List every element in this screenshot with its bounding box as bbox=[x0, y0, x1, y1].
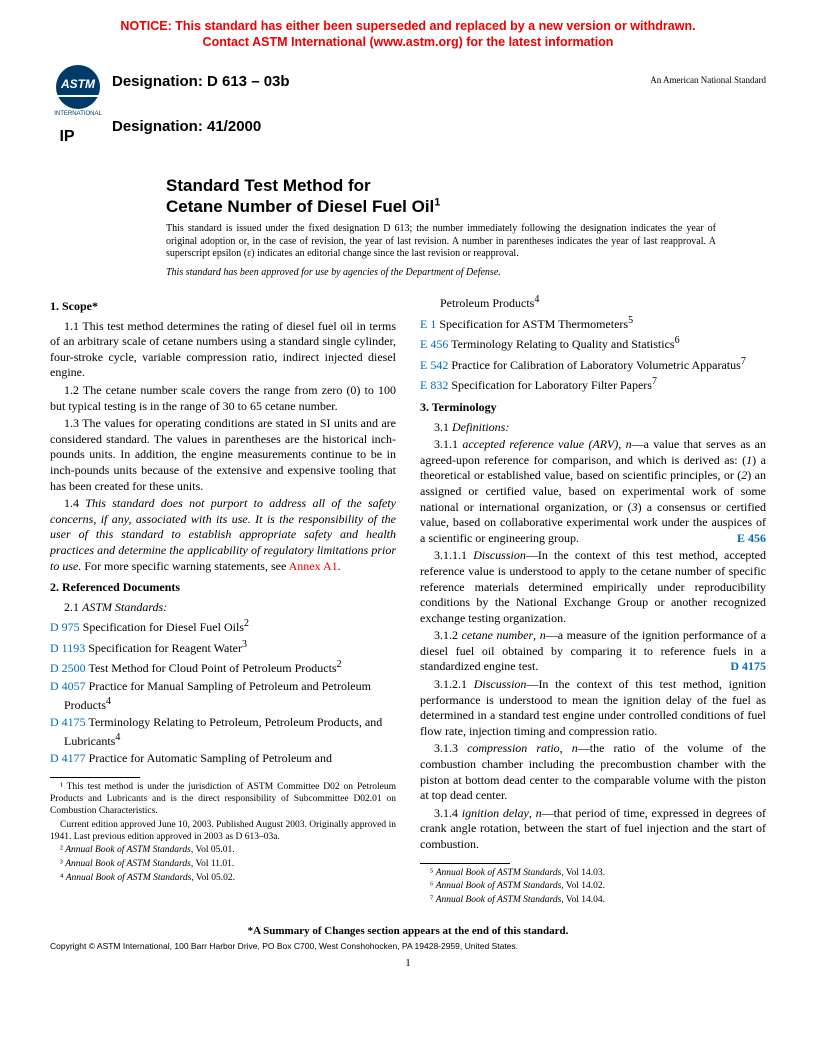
footnote: ⁷ Annual Book of ASTM Standards, Vol 14.… bbox=[420, 895, 766, 907]
astm-ref-link[interactable]: D 4057 bbox=[50, 679, 86, 693]
para-2-1: 2.1 ASTM Standards: bbox=[50, 600, 396, 616]
para-3-1: 3.1 Definitions: bbox=[420, 420, 766, 436]
copyright-line: Copyright © ASTM International, 100 Barr… bbox=[50, 941, 766, 951]
section-3-head: 3. Terminology bbox=[420, 400, 766, 416]
reference-line: D 4177 Practice for Automatic Sampling o… bbox=[50, 751, 396, 767]
astm-ref-link[interactable]: E 456 bbox=[420, 337, 448, 351]
body-columns: 1. Scope* 1.1 This test method determine… bbox=[50, 293, 766, 909]
summary-line: *A Summary of Changes section appears at… bbox=[50, 925, 766, 937]
footnote: Current edition approved June 10, 2003. … bbox=[50, 820, 396, 844]
astm-ref-link[interactable]: D 1193 bbox=[50, 641, 85, 655]
footnote: ³ Annual Book of ASTM Standards, Vol 11.… bbox=[50, 859, 396, 871]
footnote: ¹ This test method is under the jurisdic… bbox=[50, 782, 396, 818]
ref-continuation: Petroleum Products4 bbox=[420, 293, 766, 312]
reference-line: D 2500 Test Method for Cloud Point of Pe… bbox=[50, 658, 396, 677]
designation-1: Designation: D 613 – 03b bbox=[112, 73, 650, 90]
astm-ref-link[interactable]: E 832 bbox=[420, 378, 448, 392]
footnote: ⁴ Annual Book of ASTM Standards, Vol 05.… bbox=[50, 873, 396, 885]
designation-2: Designation: 41/2000 bbox=[112, 118, 650, 135]
notice-line2: Contact ASTM International (www.astm.org… bbox=[203, 35, 614, 49]
astm-logo-icon: ASTM INTERNATIONAL bbox=[50, 65, 106, 121]
para-3-1-2: 3.1.2 cetane number, n—a measure of the … bbox=[420, 628, 766, 675]
para-3-1-3: 3.1.3 compression ratio, n—the ratio of … bbox=[420, 741, 766, 803]
reference-line: D 4175 Terminology Relating to Petroleum… bbox=[50, 715, 396, 749]
ref-e456-link[interactable]: E 456 bbox=[723, 531, 766, 547]
header-row: ASTM INTERNATIONAL IP Designation: D 613… bbox=[50, 65, 766, 163]
para-3-1-1-1: 3.1.1.1 Discussion—In the context of thi… bbox=[420, 548, 766, 626]
intro-para-1: This standard is issued under the fixed … bbox=[166, 223, 716, 261]
page-number: 1 bbox=[50, 957, 766, 969]
reference-line: D 975 Specification for Diesel Fuel Oils… bbox=[50, 617, 396, 636]
para-1-2: 1.2 The cetane number scale covers the r… bbox=[50, 383, 396, 414]
ip-logo-icon: IP bbox=[50, 129, 84, 159]
para-1-1: 1.1 This test method determines the rati… bbox=[50, 319, 396, 381]
annex-a1-link[interactable]: Annex A1 bbox=[289, 559, 338, 573]
logo-column: ASTM INTERNATIONAL IP bbox=[50, 65, 112, 159]
para-3-1-1: 3.1.1 accepted reference value (ARV), n—… bbox=[420, 437, 766, 546]
reference-line: D 4057 Practice for Manual Sampling of P… bbox=[50, 679, 396, 713]
footnote: ⁵ Annual Book of ASTM Standards, Vol 14.… bbox=[420, 868, 766, 880]
reference-line: D 1193 Specification for Reagent Water3 bbox=[50, 638, 396, 657]
right-column: Petroleum Products4 E 1 Specification fo… bbox=[420, 293, 766, 909]
para-1-3: 1.3 The values for operating conditions … bbox=[50, 416, 396, 494]
title-line2: Cetane Number of Diesel Fuel Oil bbox=[166, 197, 434, 216]
footnote: ⁶ Annual Book of ASTM Standards, Vol 14.… bbox=[420, 881, 766, 893]
title-footnote-sup: 1 bbox=[434, 196, 440, 208]
para-3-1-4: 3.1.4 ignition delay, n—that period of t… bbox=[420, 806, 766, 853]
section-2-head: 2. Referenced Documents bbox=[50, 580, 396, 596]
footnote: ² Annual Book of ASTM Standards, Vol 05.… bbox=[50, 845, 396, 857]
intro-para-2: This standard has been approved for use … bbox=[166, 267, 716, 280]
footnote-separator bbox=[50, 777, 140, 778]
footnotes-left: ¹ This test method is under the jurisdic… bbox=[50, 782, 396, 885]
doc-title: Standard Test Method for Cetane Number o… bbox=[166, 175, 766, 218]
footnotes-right: ⁵ Annual Book of ASTM Standards, Vol 14.… bbox=[420, 868, 766, 908]
astm-ref-link[interactable]: D 975 bbox=[50, 620, 80, 634]
title-line1: Standard Test Method for bbox=[166, 176, 371, 195]
ref-d4175-link[interactable]: D 4175 bbox=[716, 659, 766, 675]
reference-line: E 456 Terminology Relating to Quality an… bbox=[420, 334, 766, 353]
national-standard-note: An American National Standard bbox=[650, 65, 766, 85]
astm-ref-link[interactable]: E 1 bbox=[420, 317, 436, 331]
left-column: 1. Scope* 1.1 This test method determine… bbox=[50, 293, 396, 909]
astm-ref-link[interactable]: E 542 bbox=[420, 358, 448, 372]
intro-block: This standard is issued under the fixed … bbox=[166, 223, 716, 279]
notice-banner: NOTICE: This standard has either been su… bbox=[50, 18, 766, 51]
para-3-1-2-1: 3.1.2.1 Discussion—In the context of thi… bbox=[420, 677, 766, 739]
footnote-separator-right bbox=[420, 863, 510, 864]
astm-ref-link[interactable]: D 2500 bbox=[50, 661, 86, 675]
section-1-head: 1. Scope* bbox=[50, 299, 396, 315]
astm-ref-link[interactable]: D 4175 bbox=[50, 715, 86, 729]
astm-ref-link[interactable]: D 4177 bbox=[50, 751, 86, 765]
notice-line1: NOTICE: This standard has either been su… bbox=[120, 19, 695, 33]
reference-line: E 542 Practice for Calibration of Labora… bbox=[420, 355, 766, 374]
svg-text:ASTM: ASTM bbox=[60, 77, 96, 91]
reference-line: E 1 Specification for ASTM Thermometers5 bbox=[420, 314, 766, 333]
reference-line: E 832 Specification for Laboratory Filte… bbox=[420, 375, 766, 394]
title-block: Standard Test Method for Cetane Number o… bbox=[166, 175, 766, 218]
para-1-4: 1.4 This standard does not purport to ad… bbox=[50, 496, 396, 574]
designation-column: Designation: D 613 – 03b Designation: 41… bbox=[112, 65, 650, 163]
svg-text:INTERNATIONAL: INTERNATIONAL bbox=[54, 111, 102, 117]
